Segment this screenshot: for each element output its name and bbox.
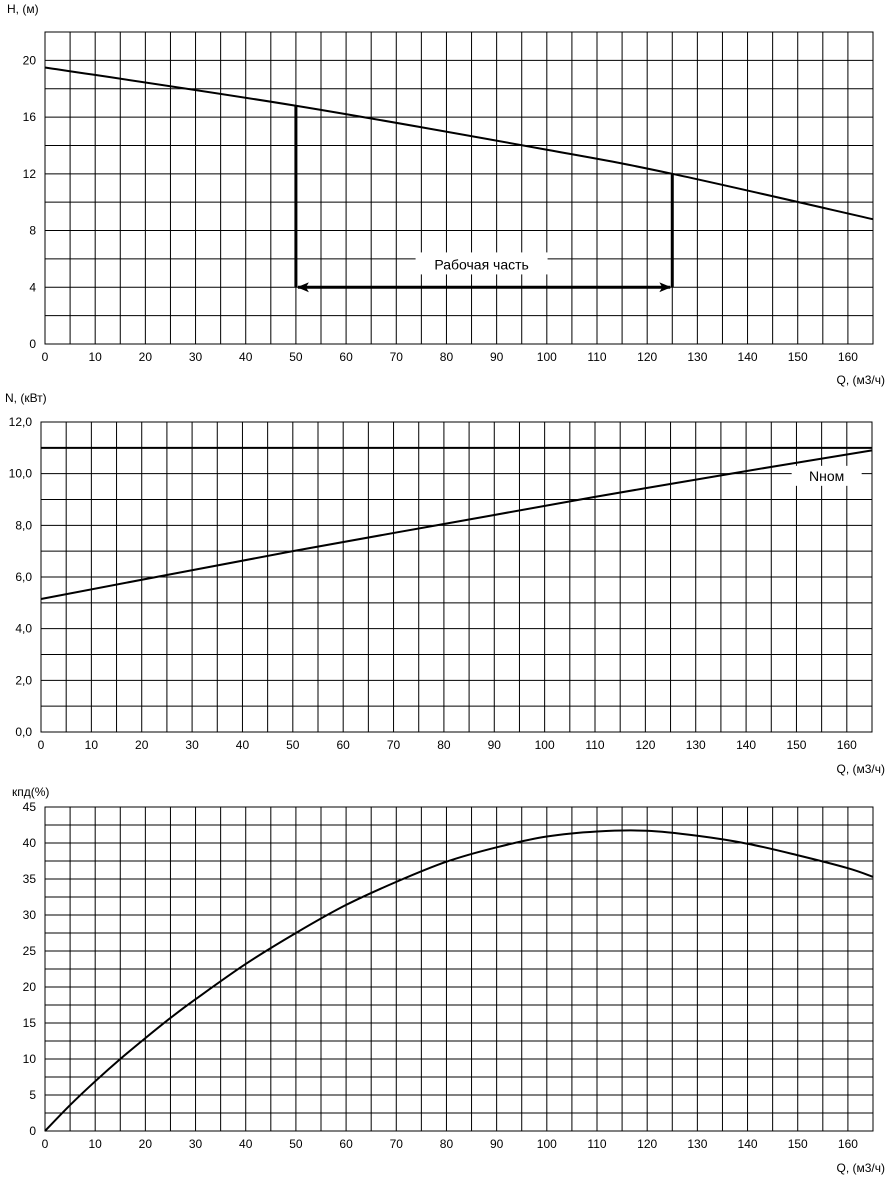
grid: [40, 421, 873, 733]
x-tick-label: 80: [440, 1137, 454, 1151]
nominal-label-background: [791, 465, 862, 486]
plot-frame: [44, 806, 874, 1132]
x-tick-label: 140: [738, 350, 758, 364]
x-tick-label: 100: [537, 350, 557, 364]
grid: [44, 31, 874, 345]
x-axis-title: Q, (м3/ч): [836, 373, 885, 387]
x-tick-label: 10: [89, 1137, 103, 1151]
x-tick-label: 40: [236, 738, 250, 752]
y-tick-label: 0,0: [15, 725, 32, 739]
chart-3: 0 10 20 30 40 50 60 70 80 90 100 110 120 130 140 150 160…: [12, 785, 885, 1175]
x-tick-label: 70: [387, 738, 401, 752]
range-label-background: [415, 252, 548, 275]
x-tick-label: 60: [339, 350, 353, 364]
nominal-power-label: Nном: [809, 468, 844, 484]
x-tick-label: 140: [736, 738, 756, 752]
y-tick-label: 6,0: [15, 570, 32, 584]
x-tick-label: 160: [838, 1137, 858, 1151]
plot-frame: [44, 31, 874, 345]
y-tick-label: 4: [29, 280, 36, 294]
range-label: Рабочая часть: [434, 256, 529, 272]
x-tick-label: 70: [390, 350, 404, 364]
x-tick-label: 130: [687, 1137, 707, 1151]
x-tick-label: 0: [38, 738, 45, 752]
y-tick-label: 45: [23, 800, 37, 814]
x-tick-label: 10: [89, 350, 103, 364]
x-tick-label: 30: [185, 738, 199, 752]
y-tick-label: 35: [23, 872, 37, 886]
y-tick-label: 8: [29, 224, 36, 238]
x-tick-label: 0: [42, 1137, 49, 1151]
y-tick-label: 0: [29, 337, 36, 351]
x-tick-label: 160: [838, 350, 858, 364]
x-tick-label: 0: [42, 350, 49, 364]
x-tick-label: 60: [337, 738, 351, 752]
y-tick-label: 12: [23, 167, 37, 181]
x-tick-label: 100: [537, 1137, 557, 1151]
x-tick-label: 160: [837, 738, 857, 752]
x-tick-label: 80: [440, 350, 454, 364]
series-line-1: [44, 66, 874, 221]
y-tick-label: 8,0: [15, 518, 32, 532]
y-tick-label: 10: [23, 1052, 37, 1066]
x-tick-label: 20: [139, 1137, 153, 1151]
x-tick-label: 150: [788, 1137, 808, 1151]
x-tick-label: 90: [488, 738, 502, 752]
x-tick-label: 150: [786, 738, 806, 752]
x-tick-label: 100: [535, 738, 555, 752]
x-tick-label: 20: [139, 350, 153, 364]
x-tick-label: 140: [738, 1137, 758, 1151]
y-axis-title: кпд(%): [12, 785, 49, 799]
y-tick-label: 2,0: [15, 673, 32, 687]
y-tick-label: 12,0: [9, 415, 33, 429]
x-tick-label: 120: [637, 1137, 657, 1151]
x-tick-label: 10: [85, 738, 99, 752]
y-tick-label: 20: [23, 980, 37, 994]
x-tick-label: 130: [686, 738, 706, 752]
chart-2: 0 10 20 30 40 50 60 70 80 90 100 110 120 130 140 150 160…: [5, 391, 885, 776]
x-tick-label: 120: [637, 350, 657, 364]
x-tick-label: 80: [437, 738, 451, 752]
x-tick-label: 40: [239, 1137, 253, 1151]
x-tick-label: 110: [587, 1137, 606, 1151]
y-tick-label: 15: [23, 1016, 37, 1030]
x-tick-label: 150: [788, 350, 808, 364]
x-tick-label: 50: [286, 738, 300, 752]
y-axis-title: H, (м): [7, 2, 39, 16]
y-tick-label: 16: [23, 110, 37, 124]
series-line-1: [40, 449, 873, 600]
x-tick-label: 20: [135, 738, 149, 752]
x-tick-label: 120: [635, 738, 655, 752]
x-tick-label: 70: [390, 1137, 404, 1151]
y-tick-label: 4,0: [15, 622, 32, 636]
plot-frame: [40, 421, 873, 733]
chart-1: 0 10 20 30 40 50 60 70 80 90 100 110 120 130 140 150 160…: [7, 2, 885, 387]
x-tick-label: 130: [687, 350, 707, 364]
y-tick-label: 20: [23, 53, 37, 67]
x-tick-label: 60: [339, 1137, 353, 1151]
y-tick-label: 40: [23, 836, 37, 850]
y-tick-label: 25: [23, 944, 37, 958]
y-tick-label: 5: [29, 1088, 36, 1102]
x-tick-label: 40: [239, 350, 253, 364]
y-tick-label: 0: [29, 1124, 36, 1138]
x-tick-label: 110: [585, 738, 604, 752]
x-tick-label: 110: [587, 350, 606, 364]
x-tick-label: 30: [189, 1137, 203, 1151]
series-line-1: [44, 829, 874, 1132]
x-axis-title: Q, (м3/ч): [836, 762, 885, 776]
grid: [44, 806, 874, 1132]
x-axis-title: Q, (м3/ч): [836, 1161, 885, 1175]
x-tick-label: 30: [189, 350, 203, 364]
y-tick-label: 10,0: [9, 467, 33, 481]
y-axis-title: N, (кВт): [5, 391, 47, 405]
x-tick-label: 90: [490, 1137, 504, 1151]
x-tick-label: 50: [289, 1137, 303, 1151]
x-tick-label: 50: [289, 350, 303, 364]
x-tick-label: 90: [490, 350, 504, 364]
y-tick-label: 30: [23, 908, 37, 922]
